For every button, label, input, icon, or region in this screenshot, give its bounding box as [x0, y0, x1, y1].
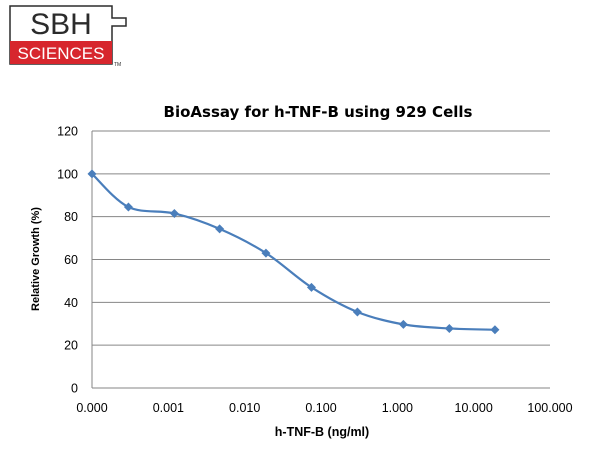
data-point-marker [398, 319, 408, 329]
y-tick-label: 20 [64, 339, 78, 353]
data-point-marker [169, 208, 179, 218]
data-point-marker [306, 282, 316, 292]
data-point-marker [123, 202, 133, 212]
x-axis-title: h-TNF-B (ng/ml) [275, 425, 369, 439]
x-tick-label: 0.100 [305, 401, 336, 415]
data-point-marker [261, 248, 271, 258]
y-axis-title: Relative Growth (%) [30, 207, 42, 311]
data-point-marker [490, 325, 500, 335]
data-markers [87, 169, 500, 335]
data-point-marker [352, 307, 362, 317]
x-tick-label: 100.000 [527, 401, 572, 415]
y-tick-label: 60 [64, 253, 78, 267]
data-point-marker [87, 169, 97, 179]
y-tick-label: 120 [57, 125, 78, 139]
x-tick-label: 10.000 [455, 401, 493, 415]
y-tick-label: 80 [64, 210, 78, 224]
x-tick-label: 0.010 [229, 401, 260, 415]
logo-trademark: TM [114, 62, 121, 68]
x-tick-label: 0.000 [76, 401, 107, 415]
sbh-sciences-logo-graphic: SBH SCIENCES TM [9, 5, 127, 68]
y-tick-label: 100 [57, 167, 78, 181]
x-tick-label: 0.001 [153, 401, 184, 415]
logo-text-sbh: SBH [30, 8, 92, 41]
y-tick-label: 40 [64, 296, 78, 310]
chart-title: BioAssay for h-TNF-B using 929 Cells [164, 103, 473, 121]
logo-text-sciences: SCIENCES [18, 44, 105, 63]
y-tick-labels: 0 20 40 60 80 100 120 [57, 125, 78, 396]
series-line [91, 173, 495, 331]
x-tick-label: 1.000 [382, 401, 413, 415]
logo-red-band [10, 41, 112, 64]
x-tick-labels: 0.000 0.001 0.010 0.100 1.000 10.000 100.000 [76, 401, 572, 415]
data-point-marker [215, 224, 225, 234]
sbh-sciences-logo: SBH SCIENCES TM [8, 4, 128, 73]
gridlines [92, 130, 550, 346]
data-point-marker [444, 323, 454, 333]
y-tick-label: 0 [71, 382, 78, 396]
